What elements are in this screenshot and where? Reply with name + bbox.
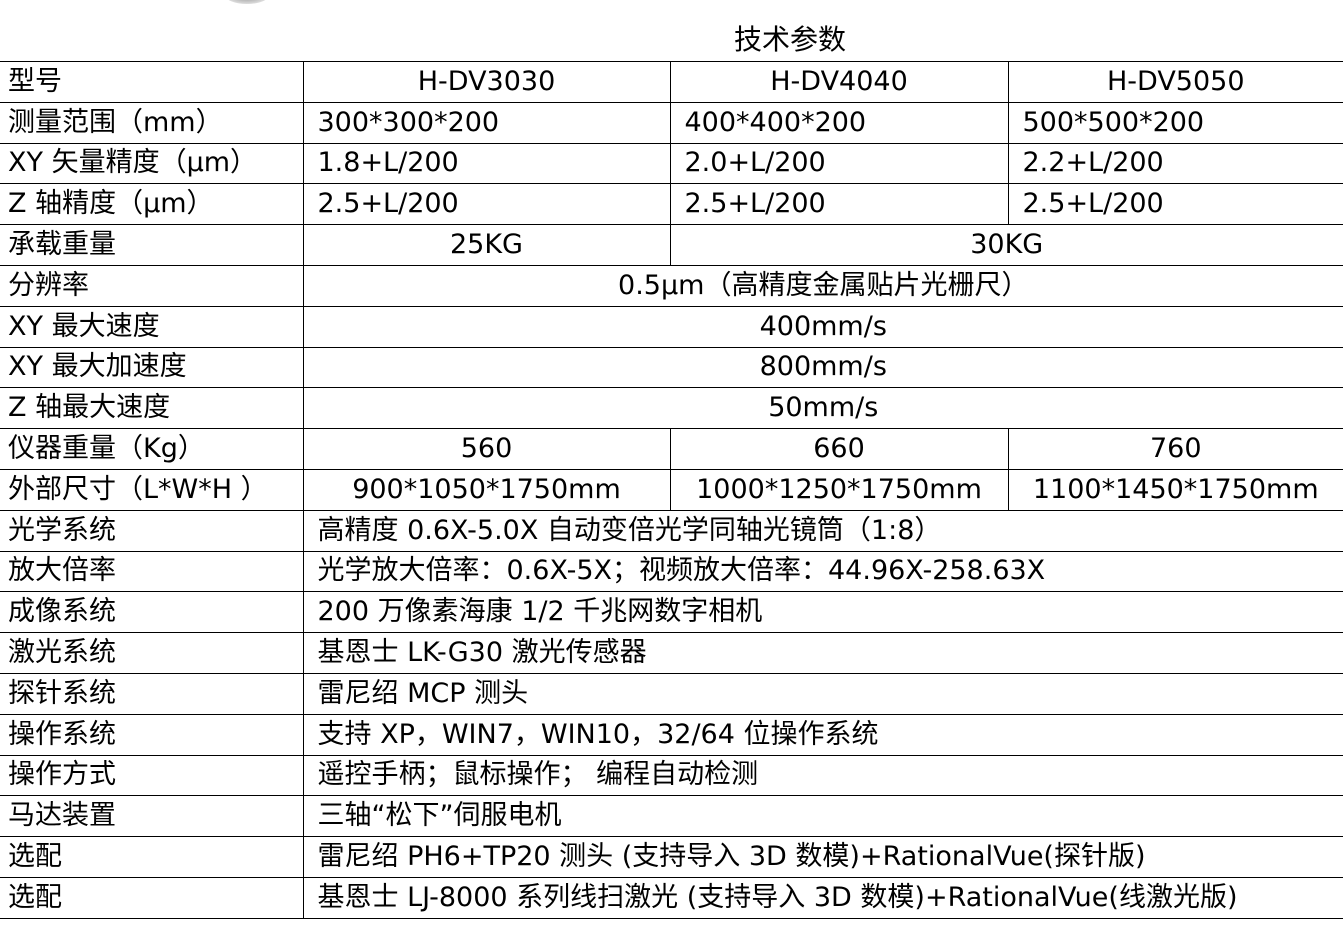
spec-label: 成像系统: [0, 591, 304, 634]
page-title: 技术参数: [733, 23, 846, 56]
spec-label: 马达装置: [0, 795, 304, 838]
spec-value: 400*400*200: [669, 101, 1009, 144]
spec-value: H-DV5050: [1007, 61, 1343, 103]
spec-value: 1100*1450*1750mm: [1007, 468, 1343, 511]
spec-row: 分辨率 0.5μm（高精度金属贴片光栅尺）: [0, 264, 1343, 307]
spec-value: 560: [302, 428, 671, 470]
spec-row: XY 最大加速度 800mm/s: [0, 346, 1343, 389]
spec-row: 外部尺寸（L*W*H ） 900*1050*1750mm 1000*1250*175…: [0, 468, 1343, 511]
spec-value: 200 万像素海康 1/2 千兆网数字相机: [302, 591, 1343, 634]
spec-value: 雷尼绍 PH6+TP20 测头 (支持导入 3D 数模)+RationalVue…: [302, 836, 1343, 878]
spec-value: 900*1050*1750mm: [302, 468, 671, 511]
spec-row: XY 矢量精度（μm） 1.8+L/200 2.0+L/200 2.2+L/200: [0, 142, 1343, 185]
spec-label: XY 最大速度: [0, 305, 304, 348]
spec-label: 型号: [0, 61, 304, 103]
spec-row: 仪器重量（Kg） 560 660 760: [0, 428, 1343, 470]
spec-label: 承载重量: [0, 224, 304, 266]
spec-label: 光学系统: [0, 509, 304, 552]
spec-value: 2.2+L/200: [1007, 142, 1343, 185]
spec-row: 成像系统 200 万像素海康 1/2 千兆网数字相机: [0, 591, 1343, 634]
spec-label: 选配: [0, 876, 304, 919]
spec-row: 操作系统 支持 XP，WIN7，WIN10，32/64 位操作系统: [0, 713, 1343, 756]
spec-value: 遥控手柄；鼠标操作； 编程自动检测: [302, 754, 1343, 797]
spec-value: 光学放大倍率：0.6X-5X；视频放大倍率：44.96X-258.63X: [302, 550, 1343, 593]
spec-value: 660: [669, 428, 1009, 470]
spec-label: 操作方式: [0, 754, 304, 797]
spec-value: 三轴“松下”伺服电机: [302, 795, 1343, 838]
spec-table: 型号 H-DV3030 H-DV4040 H-DV5050 测量范围（mm） 300*30…: [0, 61, 1343, 919]
spec-value: 1.8+L/200: [302, 142, 671, 185]
spec-value: 300*300*200: [302, 101, 671, 144]
spec-row: 选配 基恩士 LJ-8000 系列线扫激光 (支持导入 3D 数模)+Ration…: [0, 876, 1343, 919]
spec-value: 25KG: [302, 224, 671, 266]
spec-row: 放大倍率 光学放大倍率：0.6X-5X；视频放大倍率：44.96X-258.63X: [0, 550, 1343, 593]
spec-label: XY 矢量精度（μm）: [0, 142, 304, 185]
spec-value: 基恩士 LK-G30 激光传感器: [302, 632, 1343, 674]
spec-value: 高精度 0.6X-5.0X 自动变倍光学同轴光镜筒（1:8）: [302, 509, 1343, 552]
spec-value: 760: [1007, 428, 1343, 470]
spec-value: 500*500*200: [1007, 101, 1343, 144]
spec-label: 放大倍率: [0, 550, 304, 593]
spec-value: 2.5+L/200: [669, 183, 1009, 226]
spec-value: 支持 XP，WIN7，WIN10，32/64 位操作系统: [302, 713, 1343, 756]
spec-row: 操作方式 遥控手柄；鼠标操作； 编程自动检测: [0, 754, 1343, 797]
spec-label: 仪器重量（Kg）: [0, 428, 304, 470]
spec-value: 0.5μm（高精度金属贴片光栅尺）: [302, 264, 1343, 307]
spec-value: 基恩士 LJ-8000 系列线扫激光 (支持导入 3D 数模)+Rational…: [302, 876, 1343, 919]
spec-label: Z 轴最大速度: [0, 387, 304, 430]
spec-value: H-DV3030: [302, 61, 671, 103]
spec-label: 激光系统: [0, 632, 304, 674]
spec-row: 型号 H-DV3030 H-DV4040 H-DV5050: [0, 61, 1343, 103]
spec-value: 400mm/s: [302, 305, 1343, 348]
spec-label: 选配: [0, 836, 304, 878]
spec-label: XY 最大加速度: [0, 346, 304, 389]
spec-row: 承载重量 25KG 30KG: [0, 224, 1343, 266]
spec-row: 激光系统 基恩士 LK-G30 激光传感器: [0, 632, 1343, 674]
spec-value: 800mm/s: [302, 346, 1343, 389]
spec-value: 2.5+L/200: [302, 183, 671, 226]
spec-row: 选配 雷尼绍 PH6+TP20 测头 (支持导入 3D 数模)+RationalV…: [0, 836, 1343, 878]
spec-label: 分辨率: [0, 264, 304, 307]
spec-row: 光学系统 高精度 0.6X-5.0X 自动变倍光学同轴光镜筒（1:8）: [0, 509, 1343, 552]
spec-label: 外部尺寸（L*W*H ）: [0, 468, 304, 511]
spec-label: Z 轴精度（μm）: [0, 183, 304, 226]
product-image-fragment: [225, 0, 269, 4]
spec-value: H-DV4040: [669, 61, 1009, 103]
spec-row: 探针系统 雷尼绍 MCP 测头: [0, 672, 1343, 715]
spec-row: Z 轴精度（μm） 2.5+L/200 2.5+L/200 2.5+L/200: [0, 183, 1343, 226]
spec-row: 马达装置 三轴“松下”伺服电机: [0, 795, 1343, 838]
spec-row: Z 轴最大速度 50mm/s: [0, 387, 1343, 430]
spec-row: 测量范围（mm） 300*300*200 400*400*200 500*500*20…: [0, 101, 1343, 144]
spec-value: 30KG: [669, 224, 1343, 266]
spec-value: 雷尼绍 MCP 测头: [302, 672, 1343, 715]
spec-value: 2.5+L/200: [1007, 183, 1343, 226]
spec-label: 测量范围（mm）: [0, 101, 304, 144]
spec-value: 2.0+L/200: [669, 142, 1009, 185]
spec-label: 探针系统: [0, 672, 304, 715]
spec-row: XY 最大速度 400mm/s: [0, 305, 1343, 348]
spec-label: 操作系统: [0, 713, 304, 756]
spec-value: 1000*1250*1750mm: [669, 468, 1009, 511]
spec-value: 50mm/s: [302, 387, 1343, 430]
